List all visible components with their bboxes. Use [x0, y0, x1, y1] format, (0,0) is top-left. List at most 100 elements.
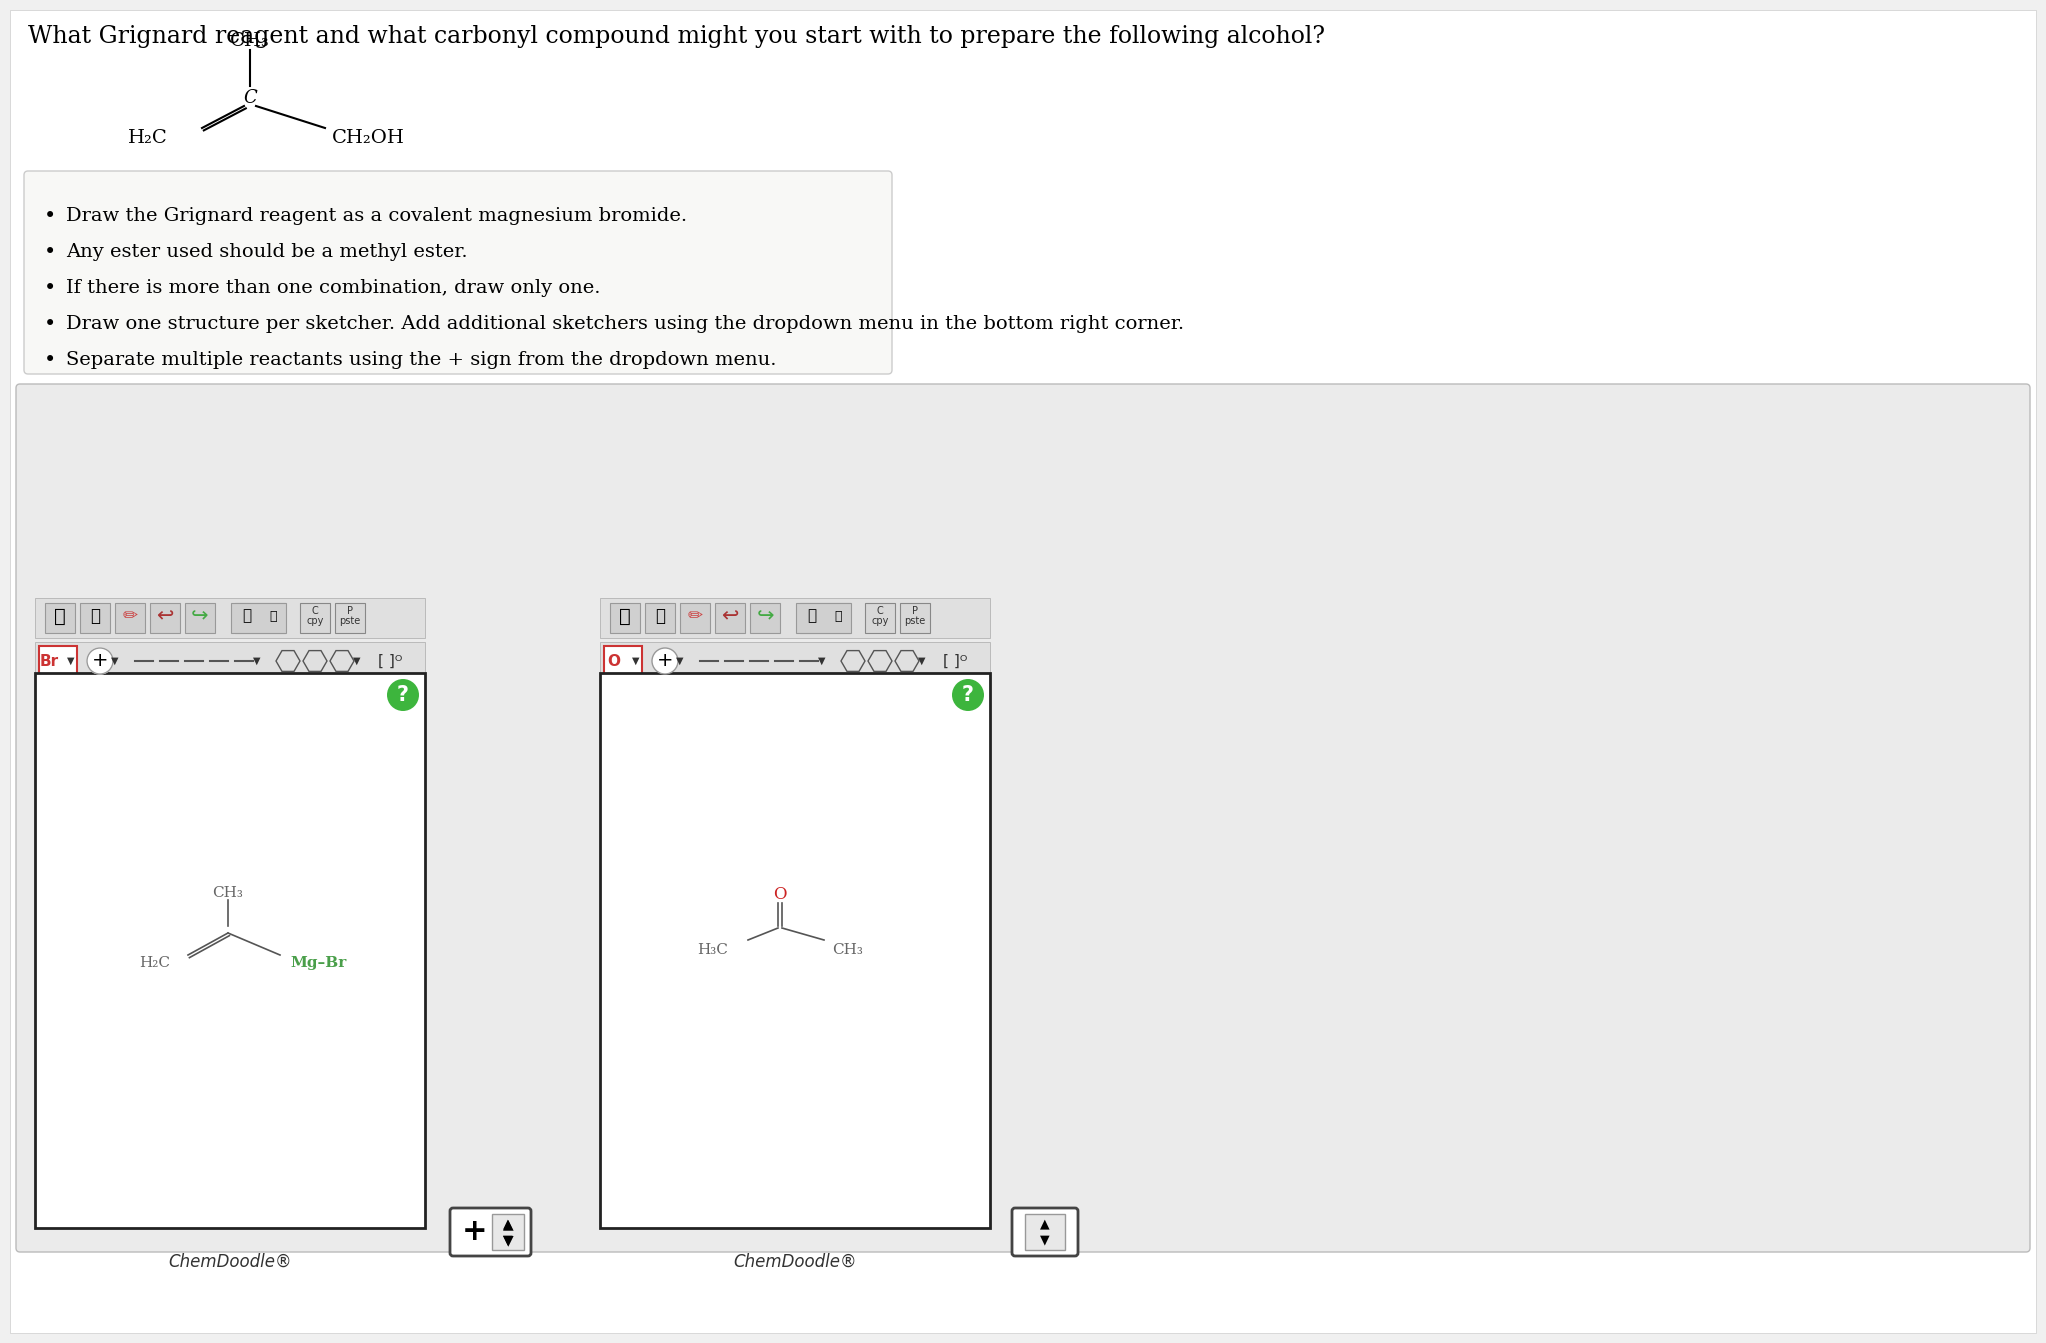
Text: ▼: ▼ [818, 655, 827, 666]
Text: ▼: ▼ [254, 655, 260, 666]
Bar [900, 603, 931, 633]
Text: +: + [657, 651, 673, 670]
Text: ↪: ↪ [757, 606, 773, 626]
Bar [149, 603, 180, 633]
Circle shape [653, 649, 677, 674]
Text: H₃C: H₃C [698, 943, 728, 958]
Text: ▲: ▲ [503, 1218, 514, 1230]
Text: ▼: ▼ [632, 655, 640, 666]
Bar [599, 673, 990, 1228]
Bar [604, 646, 642, 676]
FancyBboxPatch shape [35, 642, 426, 680]
Text: C: C [243, 89, 258, 107]
Text: •: • [43, 279, 55, 298]
Text: CH₂OH: CH₂OH [331, 129, 405, 146]
Bar [751, 603, 780, 633]
Text: ✏: ✏ [123, 607, 137, 624]
Text: ✋: ✋ [53, 607, 65, 626]
FancyBboxPatch shape [599, 598, 990, 638]
Text: ↩: ↩ [155, 606, 174, 626]
Text: +: + [92, 651, 108, 670]
Text: H₂C: H₂C [129, 129, 168, 146]
Text: ✋: ✋ [620, 607, 630, 626]
Text: P
pste: P pste [340, 607, 360, 626]
Text: ▼: ▼ [677, 655, 683, 666]
Text: [ ]ᴼ: [ ]ᴼ [943, 654, 968, 669]
Text: CH₃: CH₃ [229, 32, 270, 50]
Bar [796, 603, 851, 633]
Bar [80, 603, 110, 633]
Text: ▼: ▼ [68, 655, 76, 666]
Text: O: O [608, 654, 620, 669]
FancyBboxPatch shape [35, 598, 426, 638]
Text: ↪: ↪ [190, 606, 209, 626]
Bar [800, 603, 849, 633]
Text: ▼: ▼ [110, 655, 119, 666]
Text: ▼: ▼ [503, 1233, 514, 1246]
Circle shape [88, 649, 113, 674]
Bar [45, 603, 76, 633]
Text: [ ]ᴼ: [ ]ᴼ [379, 654, 403, 669]
Bar [336, 603, 364, 633]
Text: C
cpy: C cpy [307, 607, 323, 626]
Text: O: O [773, 886, 788, 902]
FancyBboxPatch shape [450, 1207, 532, 1256]
Text: H₂C: H₂C [139, 956, 170, 970]
Text: Br: Br [39, 654, 59, 669]
Text: ▼: ▼ [1039, 1233, 1050, 1246]
FancyBboxPatch shape [16, 384, 2030, 1252]
Text: Mg–Br: Mg–Br [291, 956, 346, 970]
Text: ChemDoodle®: ChemDoodle® [168, 1253, 293, 1270]
Bar [35, 673, 426, 1228]
Circle shape [951, 680, 984, 710]
Bar [115, 603, 145, 633]
Text: If there is more than one combination, draw only one.: If there is more than one combination, d… [65, 279, 599, 297]
Text: ↩: ↩ [722, 606, 739, 626]
FancyBboxPatch shape [25, 171, 892, 373]
Text: •: • [43, 316, 55, 334]
Bar [1025, 1214, 1066, 1250]
Bar [679, 603, 710, 633]
Text: •: • [43, 243, 55, 262]
Text: Separate multiple reactants using the + sign from the dropdown menu.: Separate multiple reactants using the + … [65, 351, 777, 369]
Text: ▲: ▲ [503, 1217, 514, 1232]
Text: ?: ? [397, 685, 409, 705]
Bar [301, 603, 329, 633]
Text: •: • [43, 207, 55, 226]
Text: 🗒: 🗒 [90, 607, 100, 624]
Text: What Grignard reagent and what carbonyl compound might you start with to prepare: What Grignard reagent and what carbonyl … [29, 26, 1326, 48]
Text: 🔍: 🔍 [835, 610, 841, 623]
Text: ?: ? [962, 685, 974, 705]
Bar [644, 603, 675, 633]
Text: ▼: ▼ [354, 655, 360, 666]
Bar [491, 1214, 524, 1250]
Bar [714, 603, 745, 633]
Bar [184, 603, 215, 633]
Text: ▼: ▼ [919, 655, 925, 666]
Text: •: • [43, 351, 55, 371]
Circle shape [88, 649, 113, 674]
Text: ▲: ▲ [1039, 1218, 1050, 1230]
Text: ChemDoodle®: ChemDoodle® [732, 1253, 857, 1270]
Text: 🔍: 🔍 [241, 608, 252, 623]
Text: 🔍: 🔍 [808, 608, 816, 623]
Text: Draw one structure per sketcher. Add additional sketchers using the dropdown men: Draw one structure per sketcher. Add add… [65, 316, 1185, 333]
Text: ✏: ✏ [687, 607, 702, 624]
Circle shape [387, 680, 419, 710]
Bar [610, 603, 640, 633]
Text: +: + [462, 1218, 487, 1246]
FancyBboxPatch shape [599, 642, 990, 680]
Text: ▼: ▼ [503, 1233, 514, 1248]
Text: C
cpy: C cpy [872, 607, 888, 626]
Text: Any ester used should be a methyl ester.: Any ester used should be a methyl ester. [65, 243, 469, 261]
Text: P
pste: P pste [904, 607, 925, 626]
Bar [231, 603, 286, 633]
Bar [235, 603, 284, 633]
Text: 🗒: 🗒 [655, 607, 665, 624]
Bar [39, 646, 78, 676]
Text: Draw the Grignard reagent as a covalent magnesium bromide.: Draw the Grignard reagent as a covalent … [65, 207, 687, 226]
FancyBboxPatch shape [1013, 1207, 1078, 1256]
Bar [865, 603, 894, 633]
Text: CH₃: CH₃ [833, 943, 863, 958]
Text: 🔍: 🔍 [270, 610, 276, 623]
